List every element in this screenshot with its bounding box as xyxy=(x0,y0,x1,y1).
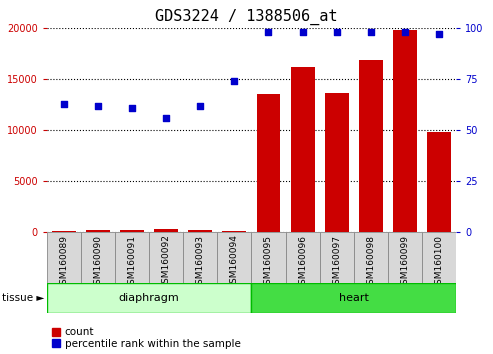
Text: GSM160093: GSM160093 xyxy=(196,235,205,290)
Bar xyxy=(256,95,281,232)
FancyBboxPatch shape xyxy=(149,232,183,285)
FancyBboxPatch shape xyxy=(319,232,353,285)
Bar xyxy=(393,30,417,232)
Point xyxy=(94,103,102,109)
Text: GSM160092: GSM160092 xyxy=(162,235,171,290)
FancyBboxPatch shape xyxy=(115,232,149,285)
FancyBboxPatch shape xyxy=(217,232,251,285)
Text: GSM160099: GSM160099 xyxy=(400,235,409,290)
FancyBboxPatch shape xyxy=(285,232,319,285)
Point xyxy=(128,105,136,110)
Point xyxy=(299,30,307,35)
FancyBboxPatch shape xyxy=(47,283,251,313)
FancyBboxPatch shape xyxy=(251,283,456,313)
Text: GSM160095: GSM160095 xyxy=(264,235,273,290)
Point xyxy=(196,103,204,109)
FancyBboxPatch shape xyxy=(422,232,456,285)
Text: GSM160090: GSM160090 xyxy=(94,235,103,290)
Point xyxy=(435,32,443,37)
Bar xyxy=(291,67,315,232)
Bar xyxy=(325,93,349,232)
Text: GSM160098: GSM160098 xyxy=(366,235,375,290)
FancyBboxPatch shape xyxy=(183,232,217,285)
Text: heart: heart xyxy=(339,293,369,303)
Point xyxy=(367,30,375,35)
Point xyxy=(230,79,238,84)
Bar xyxy=(427,132,451,232)
FancyBboxPatch shape xyxy=(251,232,285,285)
FancyBboxPatch shape xyxy=(81,232,115,285)
Point xyxy=(265,30,273,35)
Point xyxy=(60,101,68,107)
FancyBboxPatch shape xyxy=(47,232,81,285)
Text: GSM160094: GSM160094 xyxy=(230,235,239,290)
Bar xyxy=(154,229,178,232)
Text: tissue ►: tissue ► xyxy=(2,293,45,303)
Point xyxy=(401,30,409,35)
Bar xyxy=(86,230,110,232)
Bar xyxy=(359,60,383,232)
Bar xyxy=(188,230,212,232)
FancyBboxPatch shape xyxy=(388,232,422,285)
Point xyxy=(333,30,341,35)
FancyBboxPatch shape xyxy=(353,232,388,285)
Text: GSM160089: GSM160089 xyxy=(59,235,69,290)
Text: GSM160097: GSM160097 xyxy=(332,235,341,290)
Text: GSM160091: GSM160091 xyxy=(128,235,137,290)
Text: diaphragm: diaphragm xyxy=(119,293,179,303)
Text: GSM160096: GSM160096 xyxy=(298,235,307,290)
Point xyxy=(162,115,170,121)
Bar xyxy=(120,230,144,232)
Legend: count, percentile rank within the sample: count, percentile rank within the sample xyxy=(52,327,241,349)
Text: GDS3224 / 1388506_at: GDS3224 / 1388506_at xyxy=(155,9,338,25)
Text: GSM160100: GSM160100 xyxy=(434,235,444,290)
